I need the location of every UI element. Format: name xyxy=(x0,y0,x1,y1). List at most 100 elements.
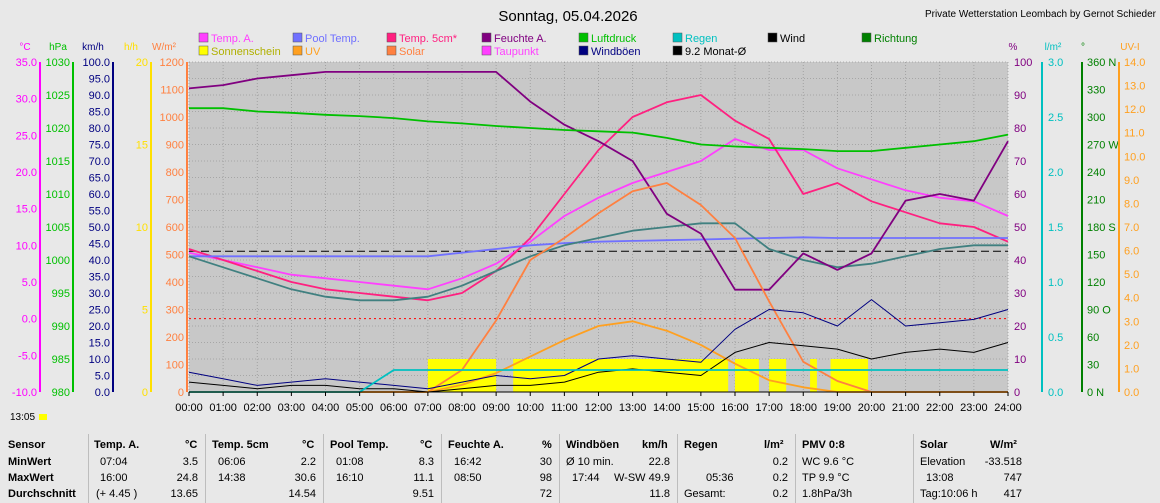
stats-pmv-head: PMV 0:8 xyxy=(802,439,845,451)
stats-solar-unit: W/m² xyxy=(990,439,1017,451)
axis-tick-label: 2.0 xyxy=(1048,167,1063,179)
sunshine-bands xyxy=(427,359,869,392)
legend-swatch xyxy=(578,45,589,56)
axis-tick-label: 1005 xyxy=(46,222,70,234)
axis-tick-label: 7.0 xyxy=(1124,222,1139,234)
stats-label-min: MinWert xyxy=(8,456,52,468)
x-tick-label: 12:00 xyxy=(585,402,613,414)
legend-label: Sonnenschein xyxy=(211,46,281,58)
axis-tick-label: 300 xyxy=(166,305,184,317)
reference-lines xyxy=(189,250,1008,320)
axis-tick-label: 0 N xyxy=(1087,387,1104,399)
axis-tick-label: 20 xyxy=(136,57,148,69)
stats-temp5-min-time: 06:06 xyxy=(218,456,246,468)
axis-tick-label: 25.0 xyxy=(16,130,37,142)
stats-temp5-min: 2.2 xyxy=(300,456,316,468)
axis-tick-label: 10.0 xyxy=(89,354,110,366)
legend-label: Solar xyxy=(399,46,425,58)
stats-temp-min-time: 07:04 xyxy=(100,456,128,468)
sunshine-band xyxy=(810,359,817,392)
time-marker xyxy=(39,414,47,420)
axis-tick-label: 15 xyxy=(136,140,148,152)
x-tick-label: 06:00 xyxy=(380,402,408,414)
axis-tick-label: 900 xyxy=(166,140,184,152)
axis-tick-label: 1010 xyxy=(46,189,70,201)
legend-swatch xyxy=(578,32,589,43)
x-tick-label: 03:00 xyxy=(278,402,306,414)
axis-tick-label: 95.0 xyxy=(89,74,110,86)
legend-swatch xyxy=(672,32,683,43)
divider xyxy=(88,434,89,503)
x-tick-label: 19:00 xyxy=(824,402,852,414)
stats-solar-head: Solar xyxy=(920,439,948,451)
sunshine-band xyxy=(830,359,869,392)
axis-tick-label: -10.0 xyxy=(12,387,37,399)
stats-temp-max-time: 16:00 xyxy=(100,472,128,484)
axis-tick-label: 40.0 xyxy=(89,255,110,267)
stats-temp-avg: 13.65 xyxy=(170,488,198,500)
x-tick-label: 01:00 xyxy=(209,402,237,414)
axis-tick-label: 60 xyxy=(1014,189,1026,201)
axis-tick-label: 90.0 xyxy=(89,90,110,102)
stats-hum-max: 98 xyxy=(539,472,552,484)
axis-tick-label: 10 xyxy=(1014,354,1026,366)
axis-tick-label: 180 S xyxy=(1087,222,1116,234)
axis-tick-label: 270 W xyxy=(1087,140,1119,152)
legend-label: Feuchte A. xyxy=(494,33,547,45)
legend-swatch xyxy=(861,32,872,43)
divider xyxy=(559,434,560,503)
axis-tick-label: -5.0 xyxy=(18,350,37,362)
axis-unit: h/h xyxy=(124,42,138,53)
stats-solar-day: Tag:10:06 h xyxy=(920,488,978,500)
axis-tick-label: 30 xyxy=(1014,288,1026,300)
stats-pmv-tp: TP 9.9 °C xyxy=(802,472,850,484)
stats-solar-elev-label: Elevation xyxy=(920,456,966,468)
legend-swatch xyxy=(292,32,303,43)
legend-swatch xyxy=(481,45,492,56)
axis-tick-label: 65.0 xyxy=(89,173,110,185)
axis-tick-label: 5 xyxy=(142,305,148,317)
axis-tick-label: 0 xyxy=(142,387,148,399)
x-tick-label: 02:00 xyxy=(243,402,271,414)
stats-pool-avg: 9.51 xyxy=(412,488,434,500)
axis-tick-label: 1025 xyxy=(46,90,70,102)
stats-pool-head: Pool Temp. xyxy=(330,439,389,451)
stats-temp5-max: 30.6 xyxy=(294,472,316,484)
axis-tick-label: 360 N xyxy=(1087,57,1116,69)
stats-pool-min-time: 01:08 xyxy=(336,456,364,468)
x-tick-label: 00:00 xyxy=(175,402,203,414)
axis-tick-label: 50.0 xyxy=(89,222,110,234)
stats-rain-unit: l/m² xyxy=(764,439,784,451)
axis-tick-label: 0.0 xyxy=(22,314,37,326)
axis-tick-label: 990 xyxy=(52,321,70,333)
legend-label: Temp. A. xyxy=(211,33,254,45)
legend-label: Wind xyxy=(780,33,805,45)
axis-tick-label: 1030 xyxy=(46,57,70,69)
axis-tick-label: 20.0 xyxy=(16,167,37,179)
axis-tick-label: 85.0 xyxy=(89,107,110,119)
series-line xyxy=(188,299,1009,390)
stats-pool-max-time: 16:10 xyxy=(336,472,364,484)
stats-rain-total: 0.2 xyxy=(772,488,788,500)
stats-rain-total-label: Gesamt: xyxy=(684,488,726,500)
axis-tick-label: 1100 xyxy=(160,85,184,97)
axis-tick-label: 55.0 xyxy=(89,206,110,218)
x-tick-label: 23:00 xyxy=(960,402,988,414)
axis-tick-label: 800 xyxy=(166,167,184,179)
legend: Temp. A.Sonnenschein Pool Temp.UV Temp. 5c… xyxy=(198,32,917,58)
axis-tick-label: 400 xyxy=(166,277,184,289)
axis-tick-label: 200 xyxy=(166,332,184,344)
divider xyxy=(205,434,206,503)
axis-tick-label: 300 xyxy=(1087,112,1105,124)
stats-temp5-max-time: 14:38 xyxy=(218,472,246,484)
stats-gust-max-time: 17:44 xyxy=(572,472,600,484)
x-tick-label: 20:00 xyxy=(858,402,886,414)
x-tick-label: 18:00 xyxy=(789,402,817,414)
axis-tick-label: 50 xyxy=(1014,222,1026,234)
axis-unit: W/m² xyxy=(152,42,177,53)
axis-tick-label: 60 xyxy=(1087,332,1099,344)
axis-unit: l/m² xyxy=(1045,42,1062,53)
axis-tick-label: 995 xyxy=(52,288,70,300)
stats-solar-max-time: 13:08 xyxy=(926,472,954,484)
stats-temp5-avg: 14.54 xyxy=(288,488,316,500)
